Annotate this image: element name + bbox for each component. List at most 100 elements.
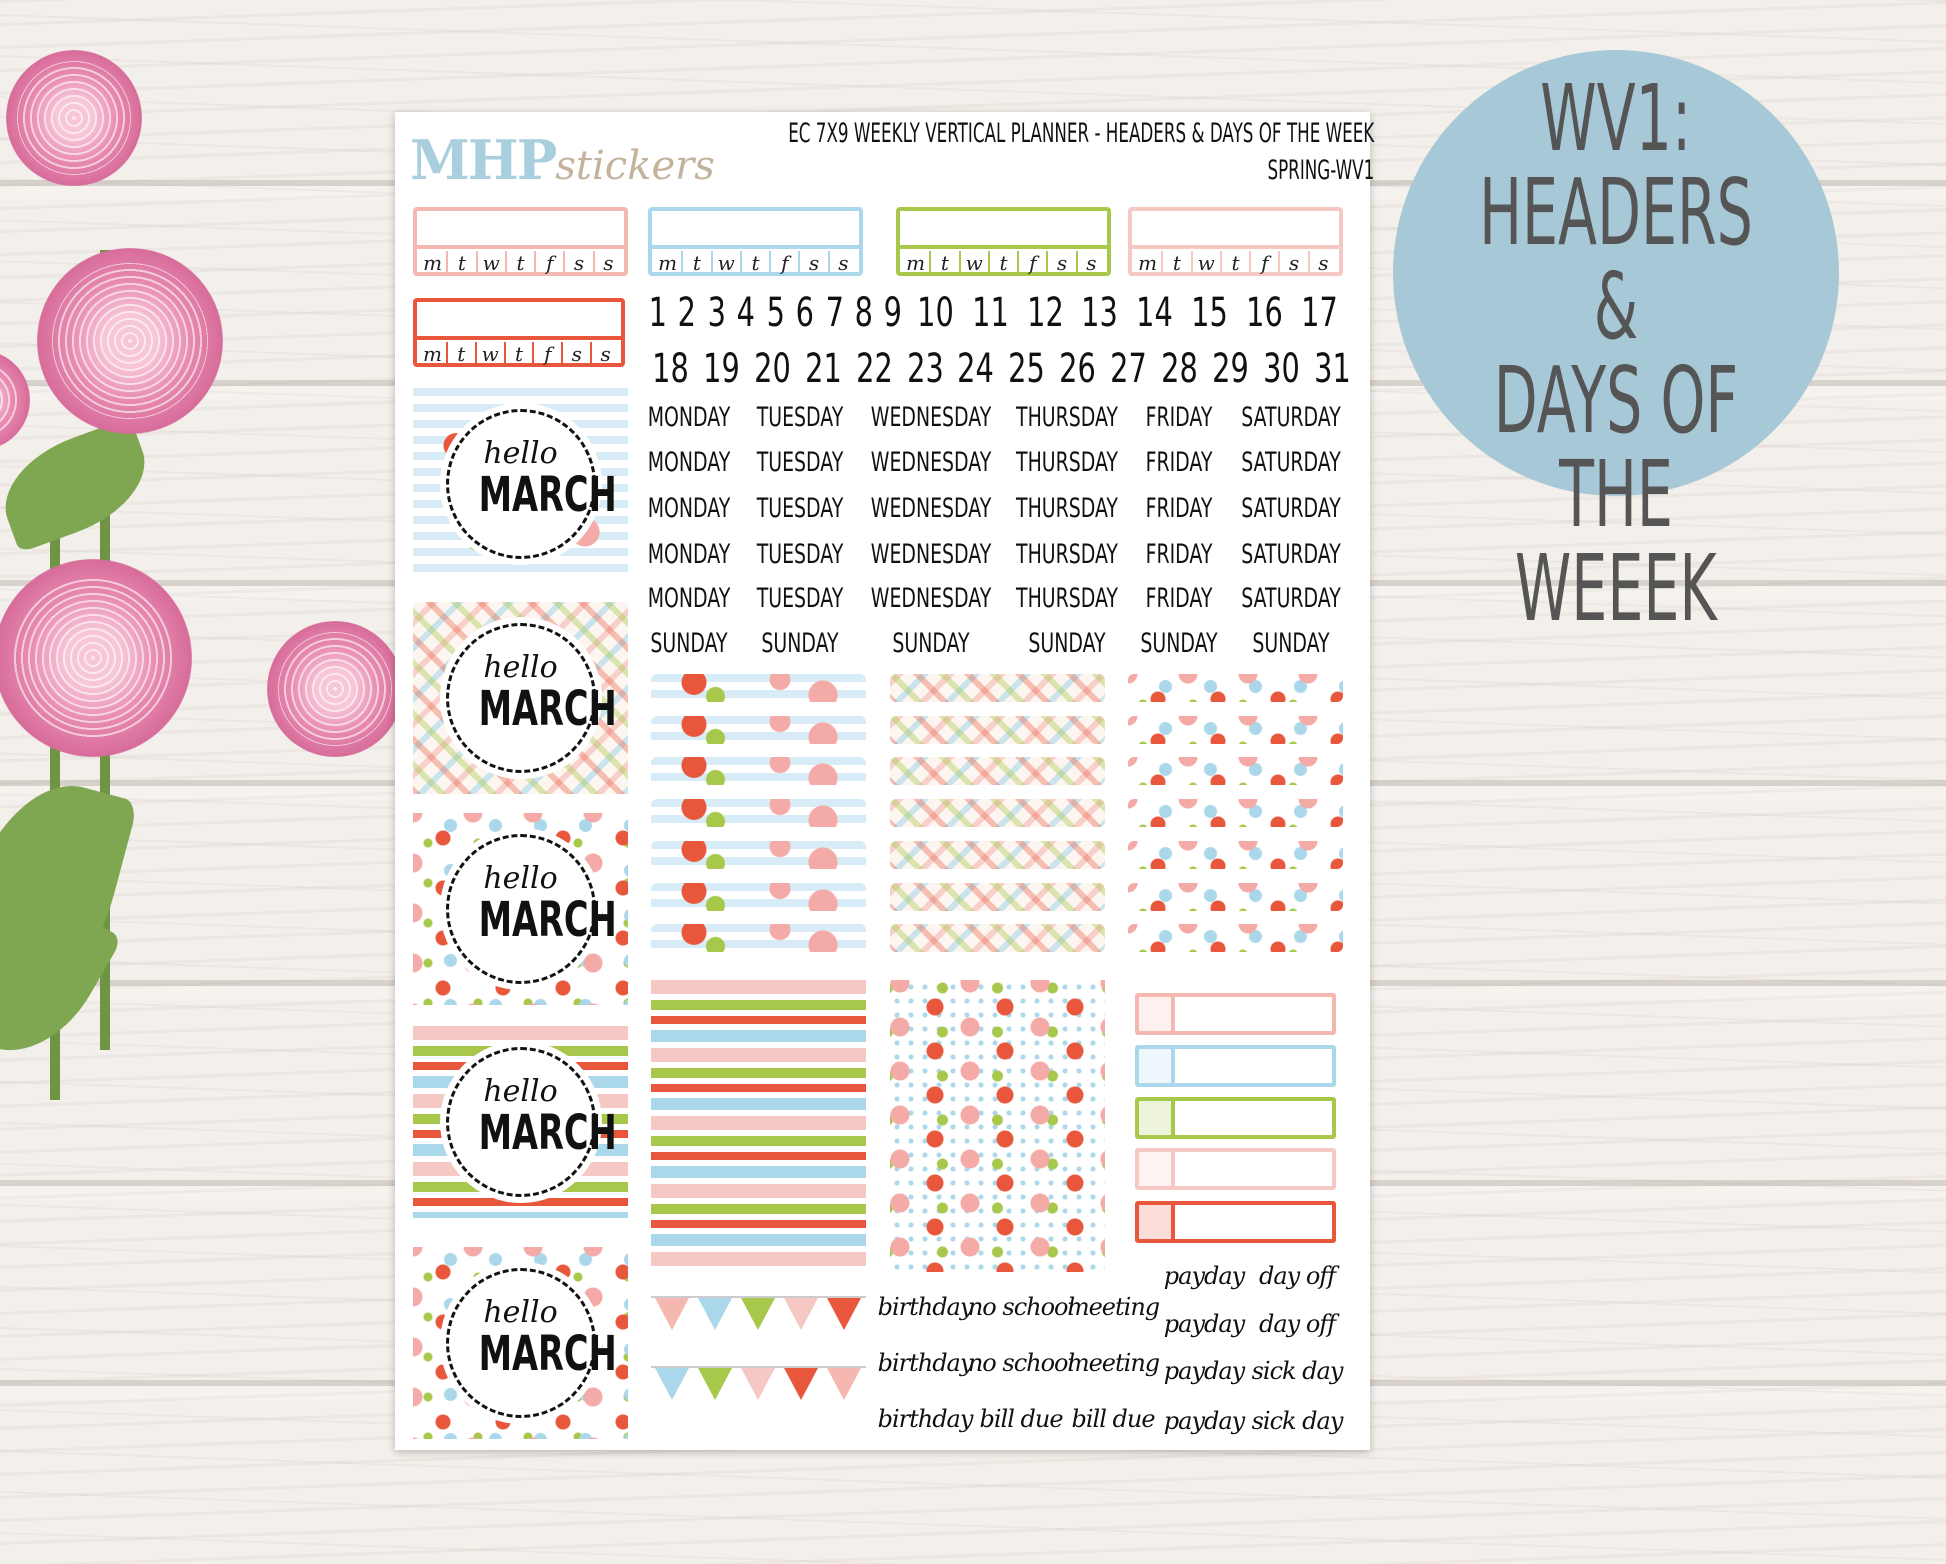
washi-strip [1128,757,1343,786]
weekday-letter: w [475,251,505,275]
weekday-letter: w [710,251,740,275]
badge-line: WEEEK [1515,535,1717,642]
weekday-letter: s [561,342,590,366]
washi-strip [890,715,1105,744]
weekday-letter: s [1307,251,1337,275]
washi-strip [1128,882,1343,911]
label-box-sticker [1135,1148,1336,1190]
script-word-sticker: payday [1163,1262,1245,1290]
script-word-sticker: payday [1163,1407,1245,1435]
washi-strip [1128,924,1343,953]
weekday-label: SATURDAY [1241,447,1341,478]
weekday-letter: s [1046,251,1075,275]
pennant [827,1298,861,1330]
weekday-label: THURSDAY [1016,493,1118,524]
march-text: MARCH [478,892,617,948]
date-number: 9 [883,290,903,336]
script-word-sticker: bill due [1071,1405,1155,1433]
weekday-letter: t [929,251,958,275]
weekday-letter: t [739,251,769,275]
pennant [784,1368,818,1400]
script-word-sticker: no school [967,1293,1075,1321]
washi-strip [890,799,1105,828]
label-box-sticker [1135,993,1336,1035]
weekday-label: TUESDAY [756,493,844,524]
weekday-letter: t [1219,251,1249,275]
washi-strip [1128,715,1343,744]
weekday-letter: t [1161,251,1190,275]
washi-strip [890,840,1105,869]
weekday-label: WEDNESDAY [870,402,992,433]
weekday-letter: s [1278,251,1307,275]
date-number: 14 [1136,290,1174,336]
hello-march-sticker: hello MARCH [413,1026,628,1218]
sheet-title-text: EC 7X9 WEEKLY VERTICAL PLANNER - HEADERS… [787,118,1374,149]
script-word-sticker: meeting [1066,1349,1160,1377]
date-number: 26 [1059,346,1097,392]
label-box-sticker [1135,1045,1336,1087]
script-word-sticker: birthday [877,1349,974,1377]
label-box-sticker [1135,1201,1336,1243]
date-number: 16 [1246,290,1283,336]
pennant [741,1368,775,1400]
date-number: 22 [855,346,893,392]
sunday-label: SUNDAY [650,628,728,659]
weekday-letter: m [906,251,926,275]
hello-march-circle: hello MARCH [445,834,616,984]
badge-line: DAYS OF THE [1493,347,1739,548]
header-divider [900,245,1107,249]
weekday-label: TUESDAY [756,447,844,478]
badge-line: HEADERS & [1479,159,1753,360]
weekday-label: FRIDAY [1145,493,1213,524]
badge-line: WV1: [1540,65,1692,172]
sunday-label: SUNDAY [1028,628,1106,659]
march-text: MARCH [478,1105,617,1161]
date-number: 30 [1263,346,1300,392]
washi-strip [890,757,1105,786]
weekday-letter: m [658,251,678,275]
weekday-letter: f [534,251,563,275]
pennant [698,1298,732,1330]
weekday-label: FRIDAY [1145,539,1213,570]
weekday-letter: t [445,342,475,366]
march-wrap: MARCH [449,1330,616,1378]
pennant [741,1298,775,1330]
date-number: 4 [736,290,756,336]
march-text: MARCH [478,467,617,523]
logo-suffix: stickers [555,143,715,189]
date-number: 10 [916,290,954,336]
script-word-sticker: birthday [877,1405,974,1433]
weekday-letter: s [592,251,622,275]
washi-strip [890,674,1105,702]
date-number-row: 1 2 3 4 5 6 7 8 9 10 11 12 13 14 15 16 17 [645,290,1345,336]
script-word-sticker: day off [1258,1310,1336,1338]
bunting-string [651,1366,866,1368]
sunday-label: SUNDAY [892,628,970,659]
weekday-label: TUESDAY [756,583,844,614]
hello-text: hello [483,650,558,685]
date-number: 31 [1313,346,1351,392]
hello-march-sticker: hello MARCH [413,813,628,1005]
date-number: 18 [652,346,689,392]
hello-march-sticker: hello MARCH [413,602,628,794]
date-number: 3 [707,290,726,336]
date-number: 6 [795,290,814,336]
header-divider [1132,245,1339,249]
date-number: 17 [1301,290,1338,336]
washi-strip [651,674,866,702]
weekday-label: WEDNESDAY [870,447,992,478]
weekday-letter: t [681,251,710,275]
weekday-letter: t [987,251,1017,275]
weekday-letter: f [1249,251,1278,275]
weekday-letter: m [422,342,442,366]
date-number: 23 [906,346,944,392]
weekday-label: SATURDAY [1241,402,1341,433]
pink-flower [37,248,223,434]
weekday-label: THURSDAY [1016,402,1118,433]
hello-march-circle: hello MARCH [445,1047,616,1197]
weekday-letter: m [423,251,443,275]
script-word-sticker: birthday [877,1293,974,1321]
